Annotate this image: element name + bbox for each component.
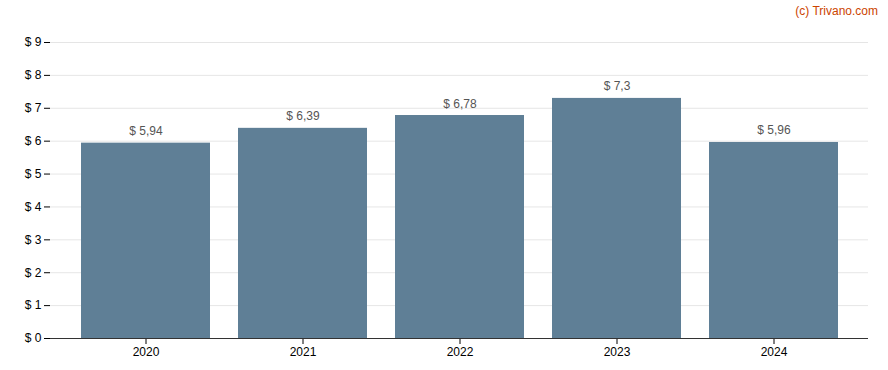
svg-text:$ 6: $ 6	[25, 134, 42, 148]
svg-text:$ 8: $ 8	[25, 68, 42, 82]
svg-text:$ 6,78: $ 6,78	[443, 97, 477, 111]
svg-text:$ 9: $ 9	[25, 35, 42, 49]
svg-text:$ 0: $ 0	[25, 331, 42, 345]
svg-text:$ 6,39: $ 6,39	[286, 109, 320, 123]
svg-text:$ 5,96: $ 5,96	[757, 123, 791, 137]
svg-text:$ 5: $ 5	[25, 167, 42, 181]
svg-text:2022: 2022	[447, 345, 474, 359]
svg-text:$ 2: $ 2	[25, 266, 42, 280]
svg-text:2024: 2024	[761, 345, 788, 359]
svg-text:2020: 2020	[133, 345, 160, 359]
svg-text:$ 1: $ 1	[25, 298, 42, 312]
svg-text:$ 3: $ 3	[25, 233, 42, 247]
svg-text:$ 7: $ 7	[25, 101, 42, 115]
svg-text:$ 7,3: $ 7,3	[604, 79, 631, 93]
svg-text:$ 4: $ 4	[25, 200, 42, 214]
html-text:(c) Trivano.com: (c) Trivano.com	[795, 4, 878, 18]
svg-text:2023: 2023	[604, 345, 631, 359]
svg-text:$ 5,94: $ 5,94	[129, 124, 163, 138]
svg-text:2021: 2021	[290, 345, 317, 359]
